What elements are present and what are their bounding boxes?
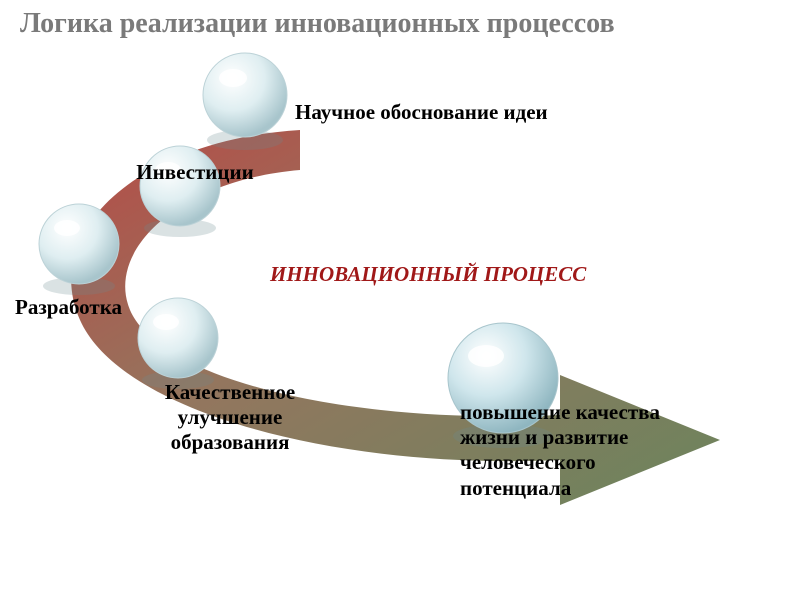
node-label-investments: Инвестиции	[105, 160, 285, 185]
node-label-quality-of-life: повышение качества жизни и развитие чело…	[460, 400, 670, 501]
node-label-scientific: Научное обоснование идеи	[295, 100, 615, 125]
node-label-development: Разработка	[15, 295, 155, 320]
node-label-quality-education: Качественное улучшение образования	[135, 380, 325, 456]
diagram-title: Логика реализации инновационных процессо…	[20, 8, 615, 40]
center-label: ИННОВАЦИОННЫЙ ПРОЦЕСС	[270, 262, 586, 287]
